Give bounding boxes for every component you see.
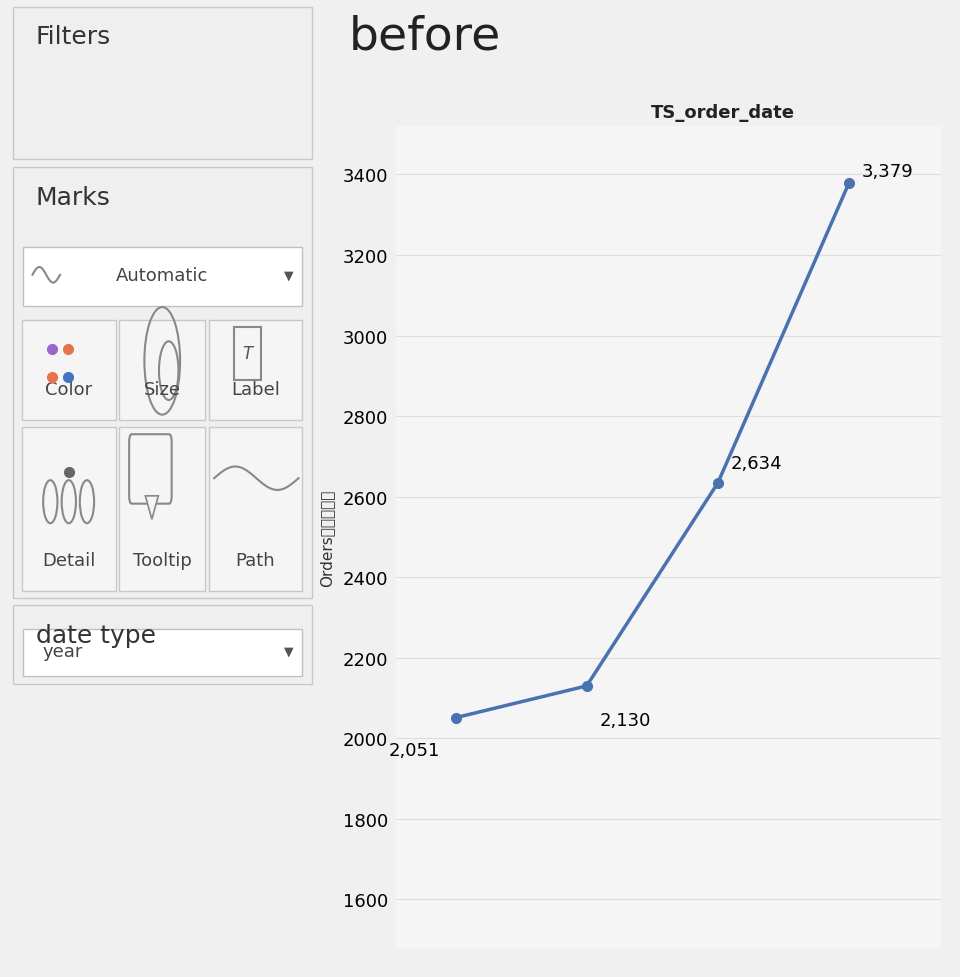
FancyBboxPatch shape <box>13 168 311 598</box>
Text: Path: Path <box>235 552 276 570</box>
Circle shape <box>159 342 179 401</box>
FancyBboxPatch shape <box>23 248 301 307</box>
Text: Tooltip: Tooltip <box>133 552 192 570</box>
FancyBboxPatch shape <box>22 428 115 591</box>
Text: date type: date type <box>36 623 156 648</box>
FancyBboxPatch shape <box>209 428 301 591</box>
FancyBboxPatch shape <box>23 629 301 676</box>
Text: Color: Color <box>45 381 92 399</box>
Text: 2,634: 2,634 <box>731 454 782 472</box>
Text: 3,379: 3,379 <box>862 163 914 181</box>
Text: ▼: ▼ <box>284 645 294 658</box>
Text: Filters: Filters <box>36 25 111 50</box>
Text: Detail: Detail <box>42 552 95 570</box>
FancyBboxPatch shape <box>22 320 115 420</box>
Text: Automatic: Automatic <box>116 267 208 284</box>
FancyBboxPatch shape <box>233 327 261 381</box>
Text: TS_order_date: TS_order_date <box>651 105 795 122</box>
Text: Marks: Marks <box>36 186 110 210</box>
Text: ▼: ▼ <box>284 269 294 282</box>
FancyBboxPatch shape <box>209 320 301 420</box>
Text: before: before <box>348 15 501 60</box>
Text: T: T <box>242 345 252 362</box>
Y-axis label: Ordersのカウント: Ordersのカウント <box>320 488 334 586</box>
Text: 2,130: 2,130 <box>600 711 651 730</box>
Text: Label: Label <box>231 381 279 399</box>
Polygon shape <box>145 496 158 520</box>
Text: Size: Size <box>144 381 180 399</box>
FancyBboxPatch shape <box>119 428 205 591</box>
FancyBboxPatch shape <box>119 320 205 420</box>
FancyBboxPatch shape <box>130 435 172 504</box>
Text: 2,051: 2,051 <box>389 742 440 759</box>
FancyBboxPatch shape <box>13 606 311 684</box>
Text: year: year <box>42 643 83 660</box>
FancyBboxPatch shape <box>13 8 311 160</box>
